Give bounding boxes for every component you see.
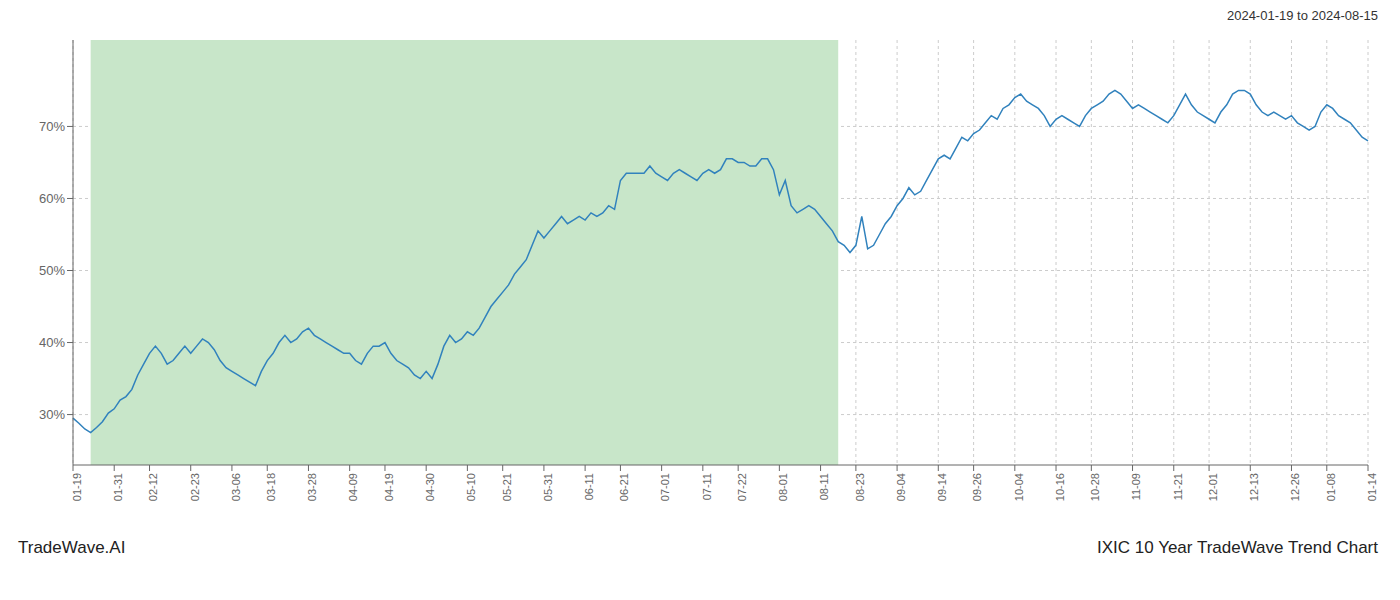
svg-text:02-12: 02-12 bbox=[147, 473, 159, 501]
svg-text:02-23: 02-23 bbox=[189, 473, 201, 501]
svg-text:12-01: 12-01 bbox=[1207, 473, 1219, 501]
svg-text:03-06: 03-06 bbox=[230, 473, 242, 501]
svg-text:01-31: 01-31 bbox=[112, 473, 124, 501]
svg-text:09-04: 09-04 bbox=[895, 473, 907, 501]
svg-text:07-22: 07-22 bbox=[736, 473, 748, 501]
svg-text:40%: 40% bbox=[39, 335, 65, 350]
svg-text:03-18: 03-18 bbox=[265, 473, 277, 501]
svg-text:01-19: 01-19 bbox=[71, 473, 83, 501]
svg-text:05-21: 05-21 bbox=[501, 473, 513, 501]
svg-text:10-04: 10-04 bbox=[1013, 473, 1025, 501]
svg-text:10-16: 10-16 bbox=[1054, 473, 1066, 501]
svg-text:04-30: 04-30 bbox=[424, 473, 436, 501]
svg-text:06-21: 06-21 bbox=[618, 473, 630, 501]
svg-text:10-28: 10-28 bbox=[1089, 473, 1101, 501]
svg-text:06-11: 06-11 bbox=[583, 473, 595, 500]
svg-text:60%: 60% bbox=[39, 191, 65, 206]
svg-text:09-14: 09-14 bbox=[936, 473, 948, 501]
svg-text:04-19: 04-19 bbox=[383, 473, 395, 501]
svg-text:12-13: 12-13 bbox=[1248, 473, 1260, 501]
svg-text:08-11: 08-11 bbox=[818, 473, 830, 500]
svg-text:11-21: 11-21 bbox=[1172, 473, 1184, 500]
svg-text:07-11: 07-11 bbox=[701, 473, 713, 500]
svg-text:05-10: 05-10 bbox=[465, 473, 477, 501]
html-text:TradeWave.AI: TradeWave.AI bbox=[18, 538, 126, 557]
svg-text:50%: 50% bbox=[39, 263, 65, 278]
svg-text:05-31: 05-31 bbox=[542, 473, 554, 501]
html-text:2024-01-19 to 2024-08-15: 2024-01-19 to 2024-08-15 bbox=[1226, 8, 1378, 23]
svg-text:04-09: 04-09 bbox=[347, 473, 359, 501]
svg-text:01-08: 01-08 bbox=[1325, 473, 1337, 501]
svg-text:70%: 70% bbox=[39, 119, 65, 134]
svg-text:30%: 30% bbox=[39, 407, 65, 422]
svg-text:11-09: 11-09 bbox=[1130, 473, 1142, 500]
svg-text:03-28: 03-28 bbox=[306, 473, 318, 501]
svg-text:09-26: 09-26 bbox=[971, 473, 983, 501]
svg-text:08-23: 08-23 bbox=[854, 473, 866, 501]
svg-text:12-26: 12-26 bbox=[1289, 473, 1301, 501]
svg-text:08-01: 08-01 bbox=[777, 473, 789, 501]
svg-text:07-01: 07-01 bbox=[659, 473, 671, 501]
html-text:IXIC 10 Year TradeWave Trend C: IXIC 10 Year TradeWave Trend Chart bbox=[1097, 538, 1378, 557]
svg-text:01-14: 01-14 bbox=[1366, 473, 1378, 501]
